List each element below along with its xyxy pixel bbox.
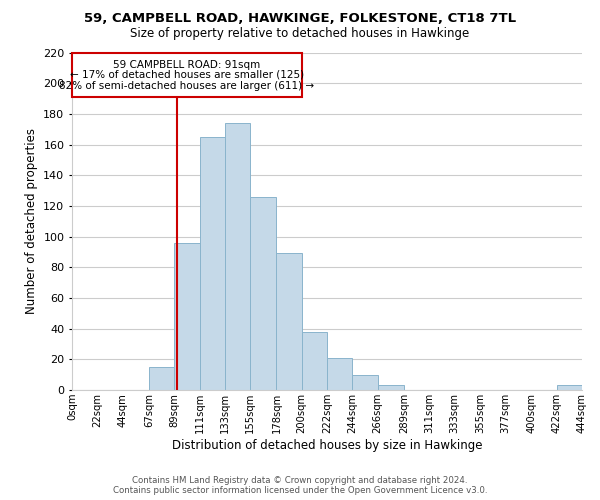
Bar [302, 332, 327, 390]
Bar [72, 52, 302, 97]
Bar [174, 242, 199, 390]
Bar [199, 137, 225, 390]
Text: Contains HM Land Registry data © Crown copyright and database right 2024.
Contai: Contains HM Land Registry data © Crown c… [113, 476, 487, 495]
Bar [557, 386, 582, 390]
Text: 82% of semi-detached houses are larger (611) →: 82% of semi-detached houses are larger (… [59, 81, 314, 91]
Bar [277, 254, 302, 390]
Text: ← 17% of detached houses are smaller (125): ← 17% of detached houses are smaller (12… [70, 70, 304, 80]
Bar [149, 367, 174, 390]
X-axis label: Distribution of detached houses by size in Hawkinge: Distribution of detached houses by size … [172, 438, 482, 452]
Bar [377, 386, 404, 390]
Y-axis label: Number of detached properties: Number of detached properties [25, 128, 38, 314]
Bar [225, 123, 250, 390]
Bar [352, 374, 377, 390]
Text: 59 CAMPBELL ROAD: 91sqm: 59 CAMPBELL ROAD: 91sqm [113, 60, 260, 70]
Text: 59, CAMPBELL ROAD, HAWKINGE, FOLKESTONE, CT18 7TL: 59, CAMPBELL ROAD, HAWKINGE, FOLKESTONE,… [84, 12, 516, 26]
Bar [250, 196, 277, 390]
Text: Size of property relative to detached houses in Hawkinge: Size of property relative to detached ho… [130, 28, 470, 40]
Bar [327, 358, 352, 390]
